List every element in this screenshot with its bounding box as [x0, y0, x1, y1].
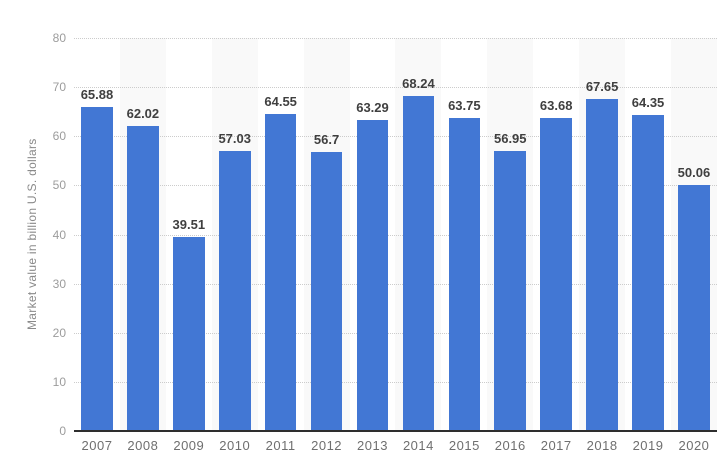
x-axis-label: 2008	[127, 438, 159, 453]
bar-slot: 68.24	[395, 38, 441, 431]
bar-2017[interactable]	[540, 118, 573, 431]
x-axis-label: 2007	[81, 438, 113, 453]
x-axis-label: 2020	[678, 438, 710, 453]
bar-value-label: 56.95	[493, 131, 527, 147]
gridline	[74, 185, 717, 187]
bar-slot: 39.51	[166, 38, 212, 431]
bar-2020[interactable]	[678, 185, 710, 431]
bar-slot: 65.88	[74, 38, 120, 431]
x-axis-label: 2019	[632, 438, 664, 453]
gridline	[74, 87, 717, 89]
bar-value-label: 65.88	[80, 87, 114, 103]
bar-slot: 57.03	[212, 38, 258, 431]
bar-slot: 64.35	[625, 38, 671, 431]
bar-slot: 63.75	[441, 38, 487, 431]
x-axis-label: 2010	[219, 438, 251, 453]
bar-slot: 64.55	[258, 38, 304, 431]
bar-value-label: 50.06	[677, 165, 711, 181]
bar-2016[interactable]	[494, 151, 527, 431]
gridlines	[74, 38, 717, 431]
bar-value-label: 64.55	[264, 93, 297, 109]
bar-slot: 50.06	[671, 38, 717, 431]
bar-value-label: 63.75	[448, 97, 481, 113]
gridline	[74, 136, 717, 138]
x-axis-label: 2013	[357, 438, 388, 453]
bar-slot: 62.02	[120, 38, 166, 431]
y-axis-title: Market value in billion U.S. dollars	[25, 138, 39, 331]
bar-2010[interactable]	[218, 150, 251, 431]
gridline	[74, 234, 717, 236]
plot-area: 65.88 62.02 39.51 57.03 64.55 56.7 63.29 68.24 6…	[74, 38, 717, 431]
bar-2014[interactable]	[402, 95, 435, 431]
bar-slot: 63.29	[350, 38, 396, 431]
bar-2009[interactable]	[172, 236, 205, 431]
gridline	[74, 381, 717, 383]
bar-2008[interactable]	[127, 126, 159, 431]
bar-value-label: 57.03	[218, 130, 251, 146]
gridline	[74, 332, 717, 334]
bar-value-label: 56.7	[313, 132, 340, 148]
bar-2012[interactable]	[310, 152, 343, 431]
bar-slot: 67.65	[579, 38, 625, 431]
bar-slot: 56.7	[304, 38, 350, 431]
bar-2011[interactable]	[264, 113, 297, 431]
x-axis-label: 2014	[402, 438, 434, 453]
x-axis-label: 2016	[494, 438, 526, 453]
gridline	[74, 38, 717, 39]
bar-2015[interactable]	[448, 117, 481, 431]
gridline	[74, 283, 717, 285]
bar-value-label: 63.68	[539, 98, 573, 114]
x-axis-category-labels: 2007 2008 2009 2010 2011 2012 2013 2014 2015 2016…	[74, 438, 717, 453]
x-axis-label: 2012	[311, 438, 343, 453]
x-axis-label: 2018	[586, 438, 618, 453]
bar-value-label: 39.51	[172, 216, 206, 232]
x-axis-label: 2009	[173, 438, 205, 453]
x-axis-line	[74, 430, 717, 432]
bar-2013[interactable]	[356, 120, 389, 431]
bar-2019[interactable]	[632, 114, 664, 431]
bar-value-label: 64.35	[631, 94, 665, 110]
bar-slot: 63.68	[533, 38, 579, 431]
bar-value-label: 67.65	[585, 78, 619, 94]
bar-value-label: 68.24	[402, 75, 435, 91]
bar-2018[interactable]	[586, 98, 618, 431]
x-axis-label: 2017	[540, 438, 572, 453]
bar-series: 65.88 62.02 39.51 57.03 64.55 56.7 63.29 68.24 6…	[74, 38, 717, 431]
bar-value-label: 62.02	[126, 106, 160, 122]
x-axis-label: 2011	[265, 438, 296, 453]
bar-slot: 56.95	[487, 38, 533, 431]
x-axis-label: 2015	[448, 438, 480, 453]
bar-value-label: 63.29	[356, 100, 389, 116]
bar-2007[interactable]	[81, 107, 113, 431]
